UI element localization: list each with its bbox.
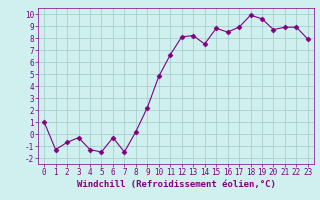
X-axis label: Windchill (Refroidissement éolien,°C): Windchill (Refroidissement éolien,°C) (76, 180, 276, 189)
